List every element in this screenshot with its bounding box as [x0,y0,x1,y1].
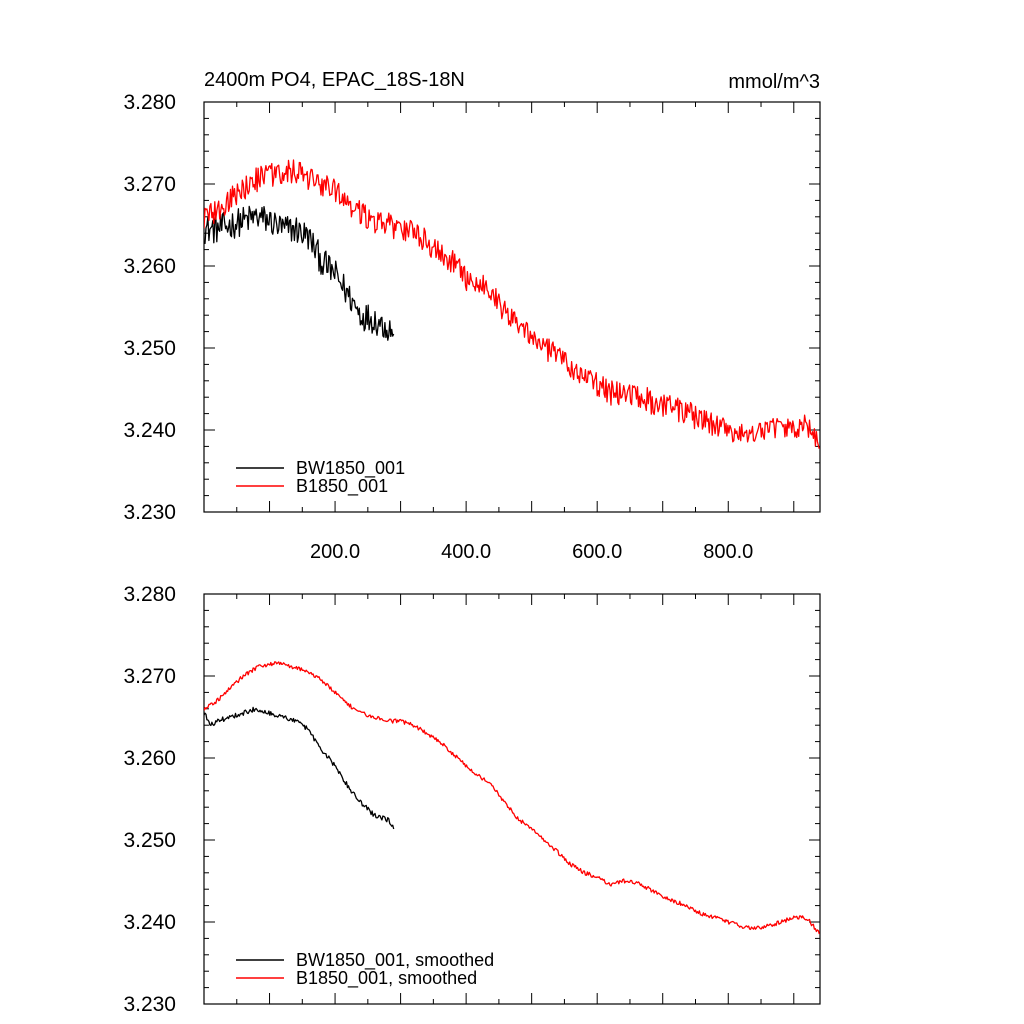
x-tick-label: 400.0 [441,541,491,563]
y-tick-label: 3.260 [123,255,176,278]
y-tick-label: 3.240 [123,911,176,934]
legend-label: BW1850_001 [296,458,405,479]
legend-label: BW1850_001, smoothed [296,950,494,971]
y-tick-label: 3.270 [123,173,176,196]
y-tick-label: 3.230 [123,993,176,1016]
plot-frame [203,593,821,1005]
x-tick-label: 600.0 [572,541,622,563]
units-label: mmol/m^3 [728,71,820,93]
x-tick-label: 800.0 [703,541,753,563]
y-tick-label: 3.280 [123,583,176,606]
series-line-1 [204,159,820,449]
series-line-1 [204,661,820,935]
legend-label: B1850_001, smoothed [296,968,477,989]
legend-label: B1850_001 [296,476,388,497]
y-tick-label: 3.230 [123,501,176,524]
panel-top: 3.230 3.240 3.250 3.260 3.270 3.280 200.0 400.0… [123,69,821,563]
x-tick-label: 200.0 [310,541,360,563]
series-line-0 [204,205,395,341]
y-tick-label: 3.240 [123,419,176,442]
y-tick-label: 3.260 [123,747,176,770]
chart-title: 2400m PO4, EPAC_18S-18N [204,69,465,91]
series-line-0 [204,706,395,830]
y-tick-label: 3.250 [123,337,176,360]
y-tick-label: 3.280 [123,91,176,114]
plot-frame [203,101,821,513]
y-tick-label: 3.250 [123,829,176,852]
panel-bottom: 3.230 3.240 3.250 3.260 3.270 3.280 BW1850_001… [123,583,821,1016]
y-tick-label: 3.270 [123,665,176,688]
